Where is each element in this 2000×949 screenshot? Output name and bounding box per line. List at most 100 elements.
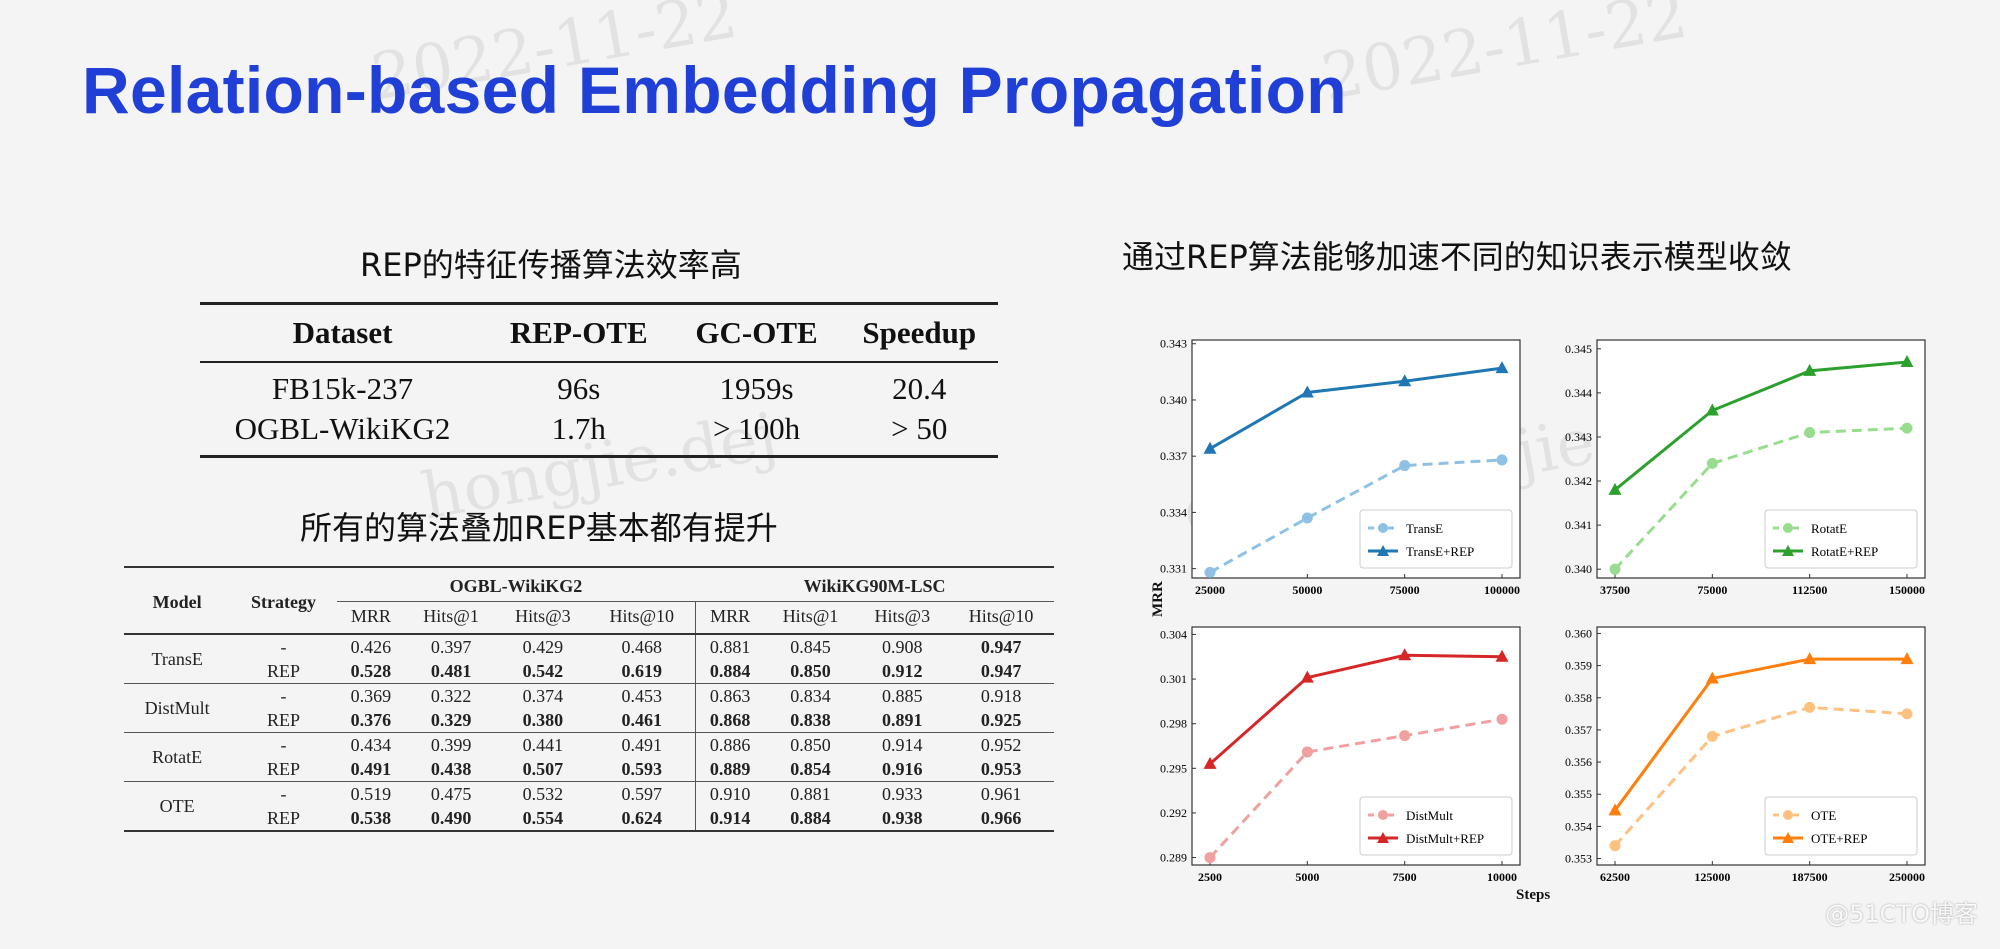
chart-rotate: 0.340 0.341 0.342 0.343 0.344 0.345 37500 75000… bbox=[1565, 339, 1926, 597]
metric-value: 0.916 bbox=[882, 759, 923, 779]
metrics-header-row: MRR Hits@1 Hits@3 Hits@10 MRR Hits@1 Hit… bbox=[124, 601, 1054, 635]
metric-cell: 0.468 bbox=[621, 637, 663, 657]
data-point bbox=[1803, 363, 1817, 376]
legend-marker bbox=[1378, 523, 1388, 533]
metric-header: Hits@10 bbox=[948, 601, 1054, 635]
metric-cell: 0.947 bbox=[948, 659, 1054, 684]
data-point bbox=[1705, 671, 1719, 684]
metric-value: 0.884 bbox=[790, 808, 831, 828]
table-row: REP 0.376 0.329 0.380 0.461 0.868 0.838 0.891 0.… bbox=[124, 708, 1054, 733]
data-point bbox=[1608, 482, 1622, 495]
chart-ote: 0.353 0.354 0.355 0.356 0.357 0.358 0.359 0.360… bbox=[1565, 626, 1926, 884]
metric-value: 0.925 bbox=[980, 710, 1022, 730]
metric-cell: 0.491 bbox=[336, 757, 406, 782]
metric-cell: 0.868 bbox=[694, 708, 765, 733]
y-tick-label: 0.359 bbox=[1565, 659, 1592, 673]
legend-box bbox=[1359, 796, 1513, 856]
table-row: REP 0.491 0.438 0.507 0.593 0.889 0.854 0.916 0.… bbox=[124, 757, 1054, 782]
data-point bbox=[1398, 374, 1412, 387]
legend-label: RotatE bbox=[1811, 521, 1847, 536]
group-header-ogbl: OGBL-WikiKG2 bbox=[336, 567, 696, 602]
metric-cell: 0.619 bbox=[588, 659, 696, 684]
metric-cell: 0.910 bbox=[694, 781, 765, 806]
metric-cell: 0.884 bbox=[694, 659, 765, 684]
metric-value: 0.380 bbox=[522, 710, 564, 730]
strategy-cell: - bbox=[280, 784, 287, 804]
legend-label: OTE bbox=[1811, 808, 1836, 823]
table-row: TransE - 0.426 0.397 0.429 0.468 0.881 0.845 0.9… bbox=[124, 634, 1054, 684]
data-point bbox=[1609, 840, 1621, 852]
metric-cell: 0.369 bbox=[350, 686, 392, 706]
metric-cell: 0.475 bbox=[430, 784, 472, 804]
metric-cell: 0.850 bbox=[764, 659, 857, 684]
legend-box bbox=[1764, 509, 1918, 569]
col-header: GC-OTE bbox=[672, 303, 841, 363]
legend-marker bbox=[1782, 545, 1794, 556]
y-tick-label: 0.358 bbox=[1565, 691, 1592, 705]
y-tick-label: 0.354 bbox=[1565, 819, 1592, 833]
strategy-cell: REP bbox=[230, 757, 337, 782]
data-point bbox=[1706, 730, 1718, 742]
metric-cell: 0.438 bbox=[405, 757, 497, 782]
y-tick-label: 0.353 bbox=[1565, 852, 1592, 866]
metric-value: 0.947 bbox=[980, 637, 1022, 657]
strategy-cell: - bbox=[280, 686, 287, 706]
metric-cell: 0.966 bbox=[948, 806, 1054, 832]
metric-cell: 0.889 bbox=[694, 757, 765, 782]
metric-value: 0.889 bbox=[709, 759, 751, 779]
metric-cell: 0.322 bbox=[430, 686, 472, 706]
y-tick-label: 0.345 bbox=[1565, 342, 1592, 356]
metric-cell: 0.481 bbox=[405, 659, 497, 684]
legend-marker bbox=[1783, 810, 1793, 820]
data-point bbox=[1608, 803, 1622, 816]
metric-cell: 0.838 bbox=[764, 708, 857, 733]
metric-cell: 0.845 bbox=[790, 637, 831, 657]
series-line bbox=[1614, 360, 1908, 492]
metric-cell: 0.453 bbox=[621, 686, 663, 706]
metric-cell: 0.881 bbox=[790, 784, 831, 804]
metric-cell: 0.886 bbox=[694, 732, 765, 757]
metric-value: 0.854 bbox=[790, 759, 831, 779]
data-point bbox=[1399, 460, 1411, 472]
metric-header: Hits@10 bbox=[588, 601, 696, 635]
metric-cell: 0.891 bbox=[856, 708, 949, 733]
metric-header: MRR bbox=[694, 601, 765, 635]
y-tick-label: 0.301 bbox=[1160, 672, 1187, 686]
data-point bbox=[1804, 427, 1816, 439]
series-line bbox=[1613, 657, 1907, 812]
metric-value: 0.376 bbox=[350, 710, 392, 730]
x-tick-label: 75000 bbox=[1697, 583, 1727, 597]
data-point bbox=[1609, 563, 1621, 575]
metric-value: 0.491 bbox=[350, 759, 392, 779]
legend-box bbox=[1764, 796, 1918, 856]
metric-value: 0.490 bbox=[430, 808, 472, 828]
legend-marker bbox=[1782, 832, 1794, 843]
y-tick-label: 0.298 bbox=[1160, 717, 1187, 731]
metric-cell: 0.916 bbox=[856, 757, 949, 782]
x-tick-label: 25000 bbox=[1195, 583, 1225, 597]
strategy-cell: - bbox=[280, 637, 287, 657]
metric-cell: 0.947 bbox=[948, 634, 1054, 659]
data-point bbox=[1496, 454, 1508, 466]
metric-cell: 0.429 bbox=[522, 637, 564, 657]
y-tick-label: 0.340 bbox=[1160, 393, 1187, 407]
metric-cell: 0.491 bbox=[621, 735, 663, 755]
metric-value: 0.850 bbox=[790, 661, 831, 681]
series-line bbox=[1613, 426, 1908, 571]
metric-cell: 0.461 bbox=[588, 708, 696, 733]
metric-cell: 0.507 bbox=[496, 757, 589, 782]
data-point bbox=[1300, 670, 1314, 683]
y-tick-label: 0.289 bbox=[1160, 851, 1187, 865]
y-tick-label: 0.341 bbox=[1565, 518, 1592, 532]
series-line bbox=[1209, 653, 1503, 765]
site-watermark-logo: @51CTO博客 bbox=[1825, 900, 1978, 928]
watermark-text: 2022-11-22 bbox=[1316, 0, 1693, 116]
strategy-cell: REP bbox=[230, 806, 337, 832]
table-row: OGBL-WikiKG2 1.7h > 100h > 50 bbox=[200, 409, 998, 458]
data-point bbox=[1495, 649, 1509, 662]
metric-cell: 0.885 bbox=[882, 686, 923, 706]
y-tick-label: 0.356 bbox=[1565, 755, 1592, 769]
data-point bbox=[1300, 385, 1314, 398]
series-line bbox=[1209, 458, 1503, 574]
metric-value: 0.542 bbox=[522, 661, 564, 681]
